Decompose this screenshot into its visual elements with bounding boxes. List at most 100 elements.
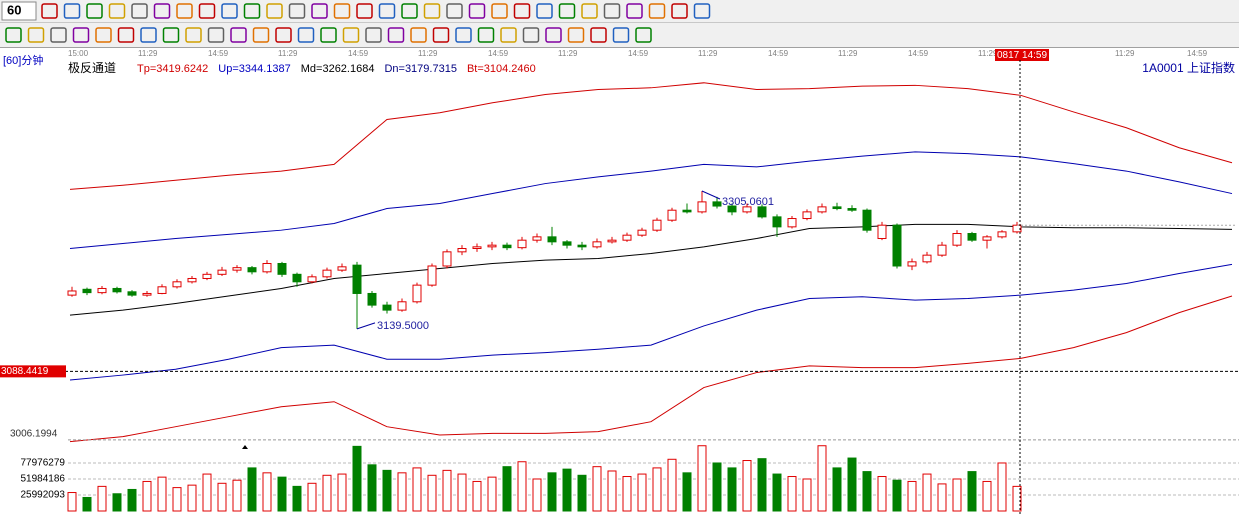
toolbar-button[interactable] bbox=[243, 3, 261, 19]
toolbar-button[interactable] bbox=[320, 27, 337, 43]
toolbar-button[interactable] bbox=[635, 27, 652, 43]
toolbar-button[interactable] bbox=[671, 3, 688, 19]
toolbar-button[interactable] bbox=[603, 3, 621, 19]
toolbar-button[interactable] bbox=[536, 3, 553, 19]
toolbar-button[interactable] bbox=[590, 27, 607, 43]
toolbar-button[interactable] bbox=[63, 3, 81, 19]
toolbar-button[interactable] bbox=[446, 3, 463, 19]
toolbar-button[interactable] bbox=[86, 3, 103, 19]
volume-bar bbox=[232, 479, 242, 512]
volume-bar bbox=[817, 445, 827, 512]
toolbar-button[interactable] bbox=[221, 3, 238, 19]
toolbar-button[interactable] bbox=[140, 27, 157, 43]
candle-body bbox=[337, 266, 347, 271]
toolbar-button[interactable] bbox=[72, 27, 90, 43]
toolbar-button[interactable] bbox=[311, 3, 328, 19]
toolbar-button[interactable] bbox=[288, 3, 306, 19]
toolbar-button[interactable] bbox=[162, 27, 180, 43]
toolbar-button[interactable] bbox=[500, 27, 517, 43]
toolbar-button[interactable] bbox=[365, 27, 382, 43]
toolbar-button[interactable] bbox=[567, 27, 585, 43]
toolbar-button[interactable] bbox=[522, 27, 540, 43]
candle-body bbox=[562, 241, 572, 246]
toolbar-button[interactable] bbox=[185, 27, 202, 43]
toolbar-button[interactable] bbox=[5, 27, 22, 43]
period-select[interactable] bbox=[1, 1, 37, 21]
toolbar-button[interactable] bbox=[95, 27, 112, 43]
toolbar-button[interactable] bbox=[342, 27, 360, 43]
toolbar-button[interactable] bbox=[108, 3, 126, 19]
toolbar-button[interactable] bbox=[207, 27, 225, 43]
toolbar-button[interactable] bbox=[545, 27, 562, 43]
toolbar-button[interactable] bbox=[626, 3, 643, 19]
toolbar-button[interactable] bbox=[131, 3, 148, 19]
toolbar-button[interactable] bbox=[230, 27, 247, 43]
toolbar-button[interactable] bbox=[581, 3, 598, 19]
toolbar-button[interactable] bbox=[356, 3, 373, 19]
toolbar-button[interactable] bbox=[468, 3, 486, 19]
volume-bar bbox=[667, 458, 677, 512]
toolbar-button[interactable] bbox=[491, 3, 508, 19]
annotation-leader bbox=[701, 190, 721, 200]
volume-tick-label: 25992093 bbox=[21, 490, 66, 501]
volume-bar bbox=[562, 468, 572, 512]
toolbar-button[interactable] bbox=[387, 27, 405, 43]
toolbar-button[interactable] bbox=[423, 3, 441, 19]
candle-body bbox=[982, 236, 992, 241]
volume-bar bbox=[922, 473, 932, 512]
toolbar-button[interactable] bbox=[41, 3, 58, 19]
candle-body bbox=[712, 201, 722, 207]
volume-bar bbox=[577, 474, 587, 512]
volume-bar bbox=[67, 492, 77, 512]
candle-body bbox=[622, 234, 632, 241]
toolbar-button[interactable] bbox=[612, 27, 630, 43]
candle-body bbox=[727, 205, 737, 213]
toolbar-button[interactable] bbox=[693, 3, 711, 19]
candle-body bbox=[637, 229, 647, 236]
toolbar-button[interactable] bbox=[410, 27, 427, 43]
candle-body bbox=[667, 209, 677, 221]
toolbar-button[interactable] bbox=[198, 3, 216, 19]
volume-bar bbox=[187, 484, 197, 512]
toolbar-button[interactable] bbox=[513, 3, 531, 19]
volume-bar bbox=[217, 482, 227, 512]
period-label: [60]分钟 bbox=[3, 53, 43, 67]
toolbar-button[interactable] bbox=[378, 3, 396, 19]
cursor-time-bg bbox=[995, 49, 1049, 61]
band-line bbox=[69, 295, 1233, 443]
toolbar-button[interactable] bbox=[648, 3, 666, 19]
toolbar-button[interactable] bbox=[275, 27, 292, 43]
toolbar-button[interactable] bbox=[117, 27, 135, 43]
toolbar-button[interactable] bbox=[333, 3, 351, 19]
toolbar-button[interactable] bbox=[455, 27, 472, 43]
candle-body bbox=[922, 254, 932, 263]
volume-bar bbox=[757, 458, 767, 512]
toolbar-button[interactable] bbox=[252, 27, 270, 43]
toolbar-button[interactable] bbox=[477, 27, 495, 43]
candle-body bbox=[367, 292, 377, 306]
toolbar-button[interactable] bbox=[176, 3, 193, 19]
indicator-name: 极反通道 bbox=[68, 61, 116, 75]
toolbar-button[interactable] bbox=[558, 3, 576, 19]
toolbar-button[interactable] bbox=[401, 3, 418, 19]
candle-body bbox=[262, 262, 272, 273]
candle-body bbox=[97, 287, 107, 294]
toolbar-button[interactable] bbox=[297, 27, 315, 43]
toolbar-button[interactable] bbox=[266, 3, 283, 19]
time-label: 14:59 bbox=[488, 49, 509, 58]
time-label: 11:29 bbox=[278, 49, 298, 58]
candle-body bbox=[352, 264, 362, 294]
toolbar-button[interactable] bbox=[153, 3, 171, 19]
candle-body bbox=[697, 201, 707, 213]
toolbar-button[interactable] bbox=[27, 27, 45, 43]
candle-body bbox=[607, 239, 617, 243]
toolbar-button[interactable] bbox=[50, 27, 67, 43]
toolbar-button[interactable] bbox=[432, 27, 450, 43]
volume-bar bbox=[862, 471, 872, 512]
volume-bar bbox=[142, 480, 152, 512]
volume-bar bbox=[592, 466, 602, 512]
time-label: 11:29 bbox=[978, 49, 998, 58]
candle-body bbox=[772, 216, 782, 228]
candle-body bbox=[817, 206, 827, 213]
